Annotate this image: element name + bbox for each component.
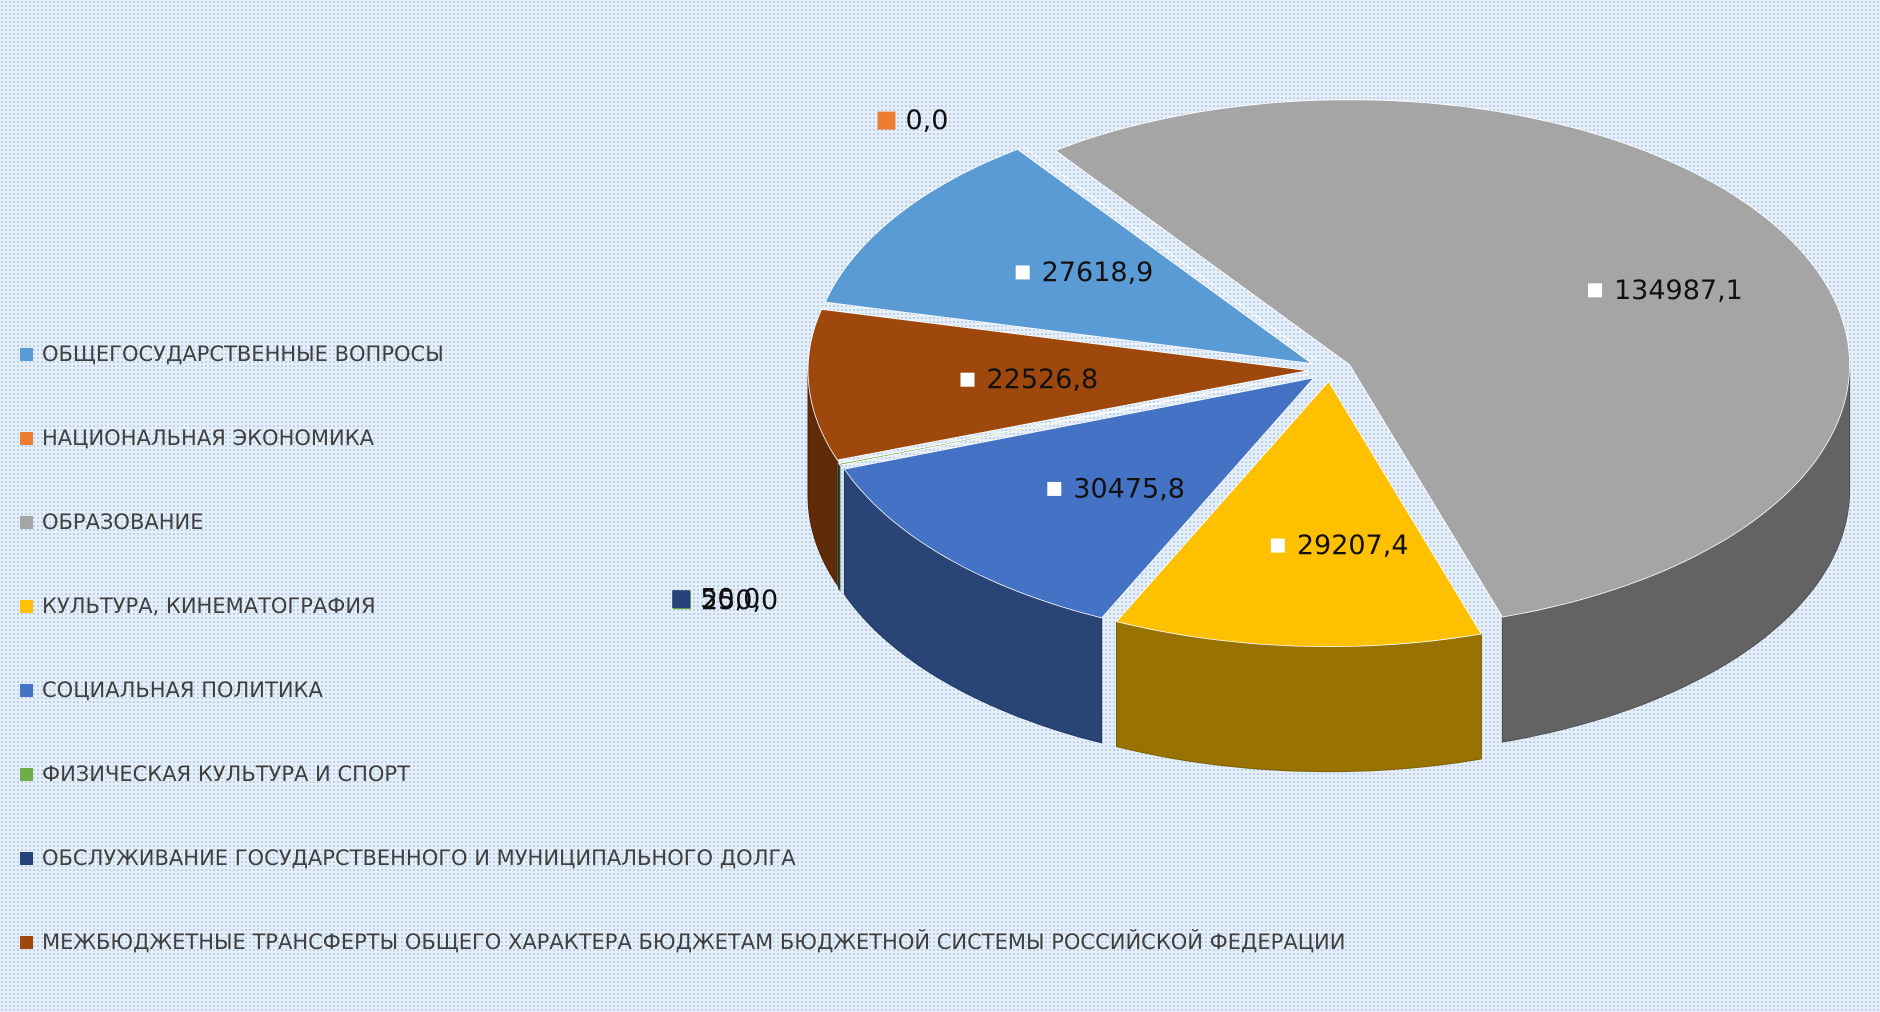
legend-swatch [20,768,33,781]
legend-label: ОБРАЗОВАНИЕ [42,510,204,534]
legend-item: КУЛЬТУРА, КИНЕМАТОГРАФИЯ [18,592,1398,676]
data-label: 0,0 [905,105,948,136]
label-marker [1586,281,1604,299]
legend-label: НАЦИОНАЛЬНАЯ ЭКОНОМИКА [42,426,374,450]
label-marker [877,112,895,130]
legend-item: ОБСЛУЖИВАНИЕ ГОСУДАРСТВЕННОГО И МУНИЦИПА… [18,844,1398,928]
legend-item: МЕЖБЮДЖЕТНЫЕ ТРАНСФЕРТЫ ОБЩЕГО ХАРАКТЕРА… [18,928,1398,1012]
legend-label: ФИЗИЧЕСКАЯ КУЛЬТУРА И СПОРТ [42,762,410,786]
legend-item: ФИЗИЧЕСКАЯ КУЛЬТУРА И СПОРТ [18,760,1398,844]
legend-swatch [20,516,33,529]
label-marker [1014,263,1032,281]
data-label: 134987,1 [1614,275,1743,306]
legend-label: СОЦИАЛЬНАЯ ПОЛИТИКА [42,678,323,702]
legend: ОБЩЕГОСУДАРСТВЕННЫЕ ВОПРОСЫ НАЦИОНАЛЬНАЯ … [18,340,1398,1012]
legend-swatch [20,936,33,949]
legend-item: ОБРАЗОВАНИЕ [18,508,1398,592]
legend-item: ОБЩЕГОСУДАРСТВЕННЫЕ ВОПРОСЫ [18,340,1398,424]
legend-item: НАЦИОНАЛЬНАЯ ЭКОНОМИКА [18,424,1398,508]
legend-swatch [20,348,33,361]
legend-swatch [20,684,33,697]
legend-label: МЕЖБЮДЖЕТНЫЕ ТРАНСФЕРТЫ ОБЩЕГО ХАРАКТЕРА… [42,930,1345,954]
legend-label: ОБЩЕГОСУДАРСТВЕННЫЕ ВОПРОСЫ [42,342,444,366]
legend-swatch [20,432,33,445]
data-label: 27618,9 [1042,257,1154,288]
legend-swatch [20,600,33,613]
legend-label: ОБСЛУЖИВАНИЕ ГОСУДАРСТВЕННОГО И МУНИЦИПА… [42,846,796,870]
legend-item: СОЦИАЛЬНАЯ ПОЛИТИКА [18,676,1398,760]
legend-label: КУЛЬТУРА, КИНЕМАТОГРАФИЯ [42,594,376,618]
legend-swatch [20,852,33,865]
